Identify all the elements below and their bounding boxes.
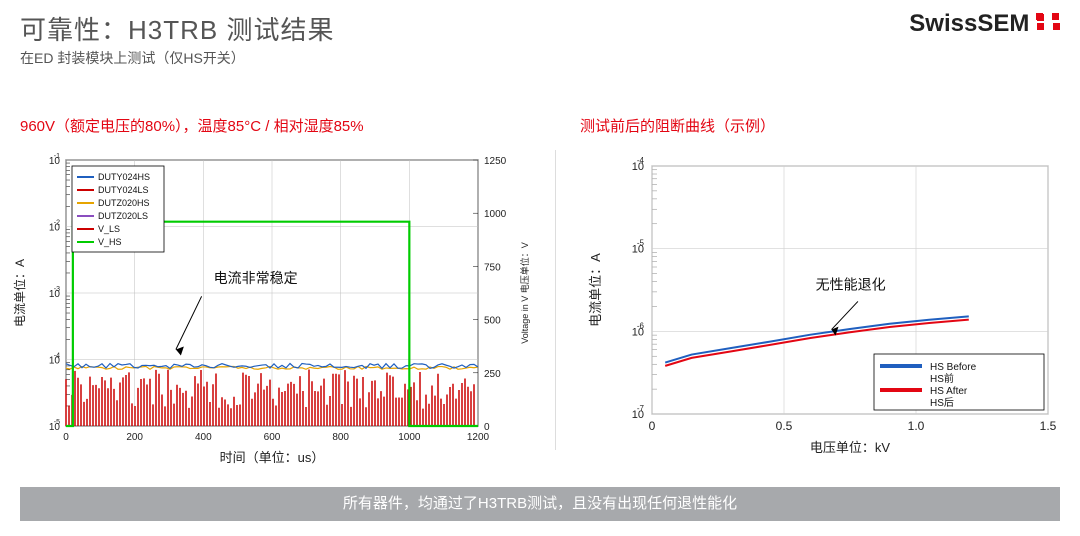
svg-text:0: 0 <box>649 419 656 433</box>
svg-text:1.0: 1.0 <box>908 419 925 433</box>
svg-text:V_HS: V_HS <box>98 237 122 247</box>
page-title: 可靠性：H3TRB 测试结果 <box>20 10 334 47</box>
right-chart: 10-710-610-510-400.51.01.5无性能退化HS Before… <box>580 148 1060 458</box>
left-chart-title: 960V（额定电压的80%），温度85°C / 相对湿度85% <box>20 115 364 136</box>
svg-text:250: 250 <box>484 369 501 380</box>
svg-text:500: 500 <box>484 316 501 327</box>
svg-text:HS后: HS后 <box>930 397 954 409</box>
svg-text:800: 800 <box>332 432 349 443</box>
svg-text:-1: -1 <box>54 153 60 160</box>
brand-dots-icon <box>1035 10 1060 38</box>
vertical-divider <box>555 150 556 450</box>
svg-text:600: 600 <box>264 432 281 443</box>
svg-text:电流单位：A: 电流单位：A <box>12 259 27 327</box>
svg-text:DUTY024LS: DUTY024LS <box>98 185 149 195</box>
svg-text:电流单位：A: 电流单位：A <box>588 253 603 327</box>
svg-text:电流非常稳定: 电流非常稳定 <box>214 270 298 286</box>
svg-text:1200: 1200 <box>467 432 490 443</box>
left-chart: 10-510-410-310-210-102004006008001000120… <box>8 148 538 468</box>
svg-text:DUTZ020HS: DUTZ020HS <box>98 198 150 208</box>
svg-text:DUTY024HS: DUTY024HS <box>98 172 150 182</box>
page-subtitle: 在ED 封装模块上测试（仅HS开关） <box>20 48 245 68</box>
svg-text:-3: -3 <box>54 286 60 293</box>
svg-text:DUTZ020LS: DUTZ020LS <box>98 211 148 221</box>
svg-text:无性能退化: 无性能退化 <box>816 277 886 293</box>
svg-text:0: 0 <box>63 432 69 443</box>
svg-text:0: 0 <box>484 422 490 433</box>
svg-text:-6: -6 <box>637 321 645 330</box>
brand-logo: SwissSEM <box>909 10 1060 38</box>
svg-text:400: 400 <box>195 432 212 443</box>
svg-text:-5: -5 <box>54 419 60 426</box>
svg-text:-4: -4 <box>54 353 60 360</box>
svg-text:-7: -7 <box>637 404 645 413</box>
svg-text:时间（单位：us）: 时间（单位：us） <box>220 450 325 465</box>
svg-text:750: 750 <box>484 262 501 273</box>
svg-text:V_LS: V_LS <box>98 224 120 234</box>
svg-text:电压单位：kV: 电压单位：kV <box>810 440 891 455</box>
footer-banner: 所有器件，均通过了H3TRB测试，且没有出现任何退性能化 <box>20 487 1060 521</box>
svg-text:HS After: HS After <box>930 386 968 397</box>
svg-text:1000: 1000 <box>484 209 507 220</box>
svg-text:1.5: 1.5 <box>1040 419 1057 433</box>
svg-text:1250: 1250 <box>484 156 507 167</box>
svg-text:0.5: 0.5 <box>776 419 793 433</box>
svg-text:-5: -5 <box>637 239 645 248</box>
svg-text:Voltage in V 电压单位：V: Voltage in V 电压单位：V <box>519 242 530 344</box>
right-chart-title: 测试前后的阻断曲线（示例） <box>580 115 775 136</box>
svg-text:HS前: HS前 <box>930 372 954 385</box>
svg-text:HS Before: HS Before <box>930 362 977 373</box>
svg-text:1000: 1000 <box>398 432 421 443</box>
svg-text:-4: -4 <box>637 156 645 165</box>
brand-text: SwissSEM <box>909 10 1029 38</box>
svg-text:200: 200 <box>126 432 143 443</box>
svg-text:-2: -2 <box>54 220 60 227</box>
